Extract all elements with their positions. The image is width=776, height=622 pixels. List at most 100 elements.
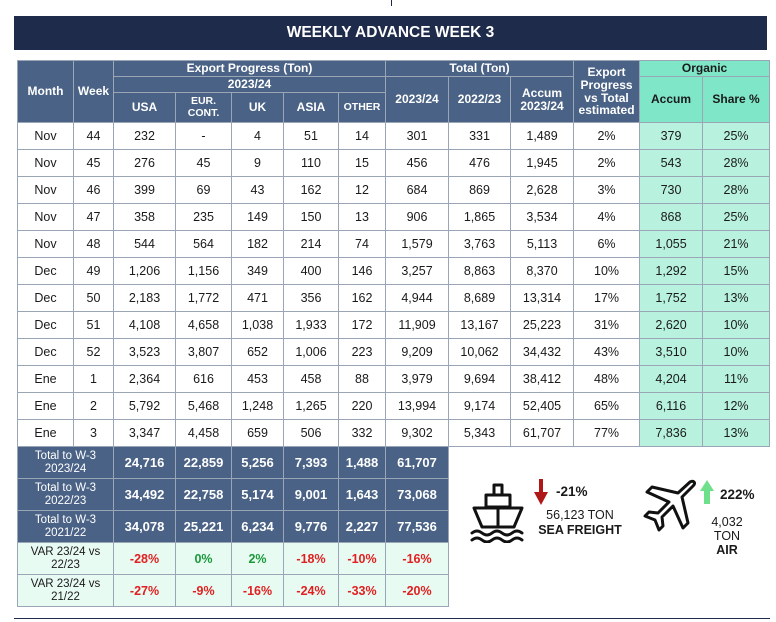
totals-label: Total to W-3 2023/24 (17, 446, 114, 479)
cell-other: 12 (338, 176, 386, 204)
header-month: Month (17, 60, 74, 123)
variation-eur-cont: -9% (175, 574, 232, 607)
sea-freight-qty: 56,123 TON (546, 508, 614, 522)
cell-organic-share: 12% (702, 392, 771, 420)
cell-other: 74 (338, 230, 386, 258)
variation-label: VAR 23/24 vs 22/23 (17, 542, 114, 575)
totals-other: 2,227 (338, 510, 386, 543)
cell-other: 88 (338, 365, 386, 393)
cell-other: 146 (338, 257, 386, 285)
cell-organic-share: 28% (702, 149, 771, 177)
cell-month: Dec (17, 311, 74, 339)
cell-other: 172 (338, 311, 386, 339)
totals-total-2324: 77,536 (385, 510, 449, 543)
variation-uk: 2% (231, 542, 284, 575)
cell-export-vs-total: 2% (573, 122, 641, 150)
cell-organic-accum: 7,836 (639, 419, 704, 447)
bottom-divider (14, 618, 770, 619)
cell-uk: 453 (231, 365, 284, 393)
cell-export-vs-total: 10% (573, 257, 641, 285)
cell-export-vs-total: 77% (573, 419, 641, 447)
variation-row: VAR 23/24 vs 21/22 -27% -9% -16% -24% -33% -20… (17, 574, 770, 607)
cell-total-2223: 9,174 (448, 392, 511, 420)
totals-total-2324: 73,068 (385, 478, 449, 511)
cell-uk: 659 (231, 419, 284, 447)
page-title: WEEKLY ADVANCE WEEK 3 (14, 16, 767, 50)
cell-week: 46 (73, 176, 114, 204)
cell-organic-accum: 2,620 (639, 311, 704, 339)
cell-accum-2324: 52,405 (509, 392, 575, 420)
cell-export-vs-total: 3% (573, 176, 641, 204)
cell-asia: 150 (283, 203, 339, 231)
variation-label: VAR 23/24 vs 21/22 (17, 574, 114, 607)
cell-eur-cont: 3,807 (175, 338, 232, 366)
cell-accum-2324: 2,628 (509, 176, 575, 204)
cell-accum-2324: 1,945 (509, 149, 575, 177)
table-row: Dec 50 2,183 1,772 471 356 162 4,944 8,689 13,314… (17, 284, 771, 312)
totals-other: 1,488 (338, 446, 386, 479)
cell-month: Ene (17, 419, 74, 447)
cell-eur-cont: 1,772 (175, 284, 232, 312)
cell-eur-cont: 4,458 (175, 419, 232, 447)
cell-usa: 276 (113, 149, 176, 177)
cell-usa: 358 (113, 203, 176, 231)
cell-accum-2324: 3,534 (509, 203, 575, 231)
cell-uk: 149 (231, 203, 284, 231)
cell-export-vs-total: 6% (573, 230, 641, 258)
table-row: Nov 48 544 564 182 214 74 1,579 3,763 5,113 6% 1,05… (17, 230, 771, 258)
totals-other: 1,643 (338, 478, 386, 511)
cell-usa: 544 (113, 230, 176, 258)
cell-total-2223: 8,689 (448, 284, 511, 312)
cell-uk: 471 (231, 284, 284, 312)
sea-freight-pct: -21% (556, 484, 588, 499)
cell-eur-cont: 5,468 (175, 392, 232, 420)
cell-month: Nov (17, 230, 74, 258)
cell-total-2223: 8,863 (448, 257, 511, 285)
cell-usa: 232 (113, 122, 176, 150)
cell-eur-cont: 616 (175, 365, 232, 393)
cell-asia: 1,006 (283, 338, 339, 366)
cell-week: 44 (73, 122, 114, 150)
cell-total-2324: 9,209 (385, 338, 449, 366)
plane-icon (643, 479, 696, 532)
cell-organic-accum: 730 (639, 176, 704, 204)
cell-usa: 2,183 (113, 284, 176, 312)
cell-eur-cont: 4,658 (175, 311, 232, 339)
variation-total-2324: -16% (385, 542, 449, 575)
table-row: Nov 47 358 235 149 150 13 906 1,865 3,534 4% 868 25% (17, 203, 771, 231)
cell-export-vs-total: 65% (573, 392, 641, 420)
totals-usa: 34,492 (113, 478, 176, 511)
cell-week: 51 (73, 311, 114, 339)
cell-total-2324: 301 (385, 122, 449, 150)
totals-eur-cont: 22,859 (175, 446, 232, 479)
cell-month: Ene (17, 392, 74, 420)
cell-organic-accum: 379 (639, 122, 704, 150)
variation-asia: -24% (283, 574, 339, 607)
cell-uk: 9 (231, 149, 284, 177)
totals-uk: 5,256 (231, 446, 284, 479)
header-organic-share: Share % (702, 76, 771, 123)
cell-asia: 506 (283, 419, 339, 447)
cell-organic-share: 13% (702, 284, 771, 312)
variation-asia: -18% (283, 542, 339, 575)
cell-other: 15 (338, 149, 386, 177)
cell-other: 14 (338, 122, 386, 150)
cell-month: Nov (17, 176, 74, 204)
cell-organic-accum: 4,204 (639, 365, 704, 393)
cell-eur-cont: 1,156 (175, 257, 232, 285)
table-row: Dec 51 4,108 4,658 1,038 1,933 172 11,909 13,167… (17, 311, 771, 339)
cell-organic-share: 13% (702, 419, 771, 447)
cell-asia: 214 (283, 230, 339, 258)
cell-organic-share: 11% (702, 365, 771, 393)
cell-uk: 652 (231, 338, 284, 366)
header-season: 2023/24 (113, 76, 386, 93)
cell-usa: 2,364 (113, 365, 176, 393)
weekly-advance-table: Month Week Export Progress (Ton) Total (… (17, 60, 771, 607)
table-row: Nov 46 399 69 43 162 12 684 869 2,628 3% 730 28% (17, 176, 771, 204)
cell-organic-share: 10% (702, 311, 771, 339)
cell-total-2223: 1,865 (448, 203, 511, 231)
cell-accum-2324: 25,223 (509, 311, 575, 339)
cell-usa: 1,206 (113, 257, 176, 285)
cell-other: 162 (338, 284, 386, 312)
totals-asia: 9,776 (283, 510, 339, 543)
